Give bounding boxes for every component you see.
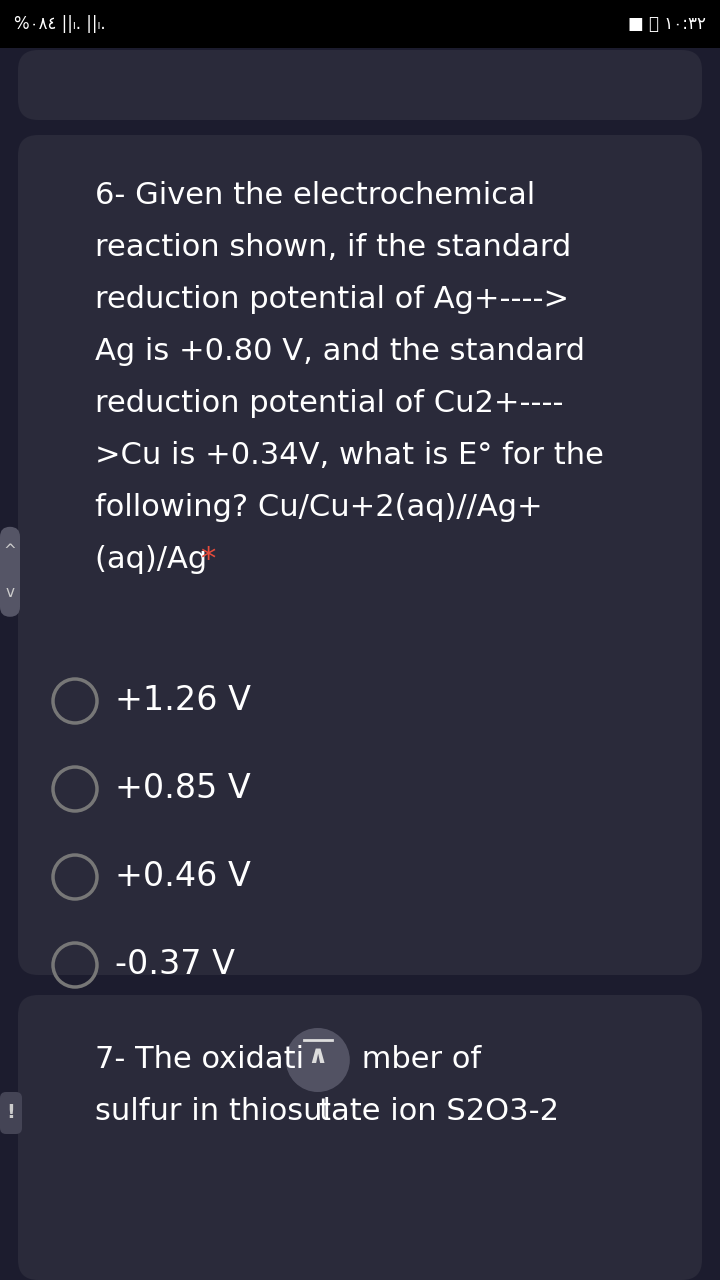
Text: ∧: ∧ <box>307 1044 328 1068</box>
Text: *: * <box>201 544 216 573</box>
FancyBboxPatch shape <box>0 527 20 617</box>
Text: +0.46 V: +0.46 V <box>115 860 251 893</box>
Text: ^: ^ <box>4 543 17 558</box>
Text: mber of: mber of <box>352 1046 481 1074</box>
Text: tate ion S2O3-2: tate ion S2O3-2 <box>320 1097 559 1126</box>
FancyBboxPatch shape <box>18 50 702 120</box>
Text: +0.85 V: +0.85 V <box>115 773 251 805</box>
Text: reduction potential of Cu2+----: reduction potential of Cu2+---- <box>95 389 564 417</box>
Text: v: v <box>6 585 14 600</box>
Text: +1.26 V: +1.26 V <box>115 685 251 718</box>
Text: reduction potential of Ag+---->: reduction potential of Ag+----> <box>95 284 569 314</box>
Text: sulfur in thiosul: sulfur in thiosul <box>95 1097 331 1126</box>
FancyBboxPatch shape <box>18 134 702 975</box>
Text: !: ! <box>6 1102 15 1121</box>
Text: %٠٨٤ ||ₗ. ||ₗ.: %٠٨٤ ||ₗ. ||ₗ. <box>14 15 106 33</box>
Text: following? Cu/Cu+2(aq)//Ag+: following? Cu/Cu+2(aq)//Ag+ <box>95 493 543 521</box>
Text: 7- The oxidati: 7- The oxidati <box>95 1046 304 1074</box>
Text: (aq)/Ag: (aq)/Ag <box>95 544 217 573</box>
Text: >Cu is +0.34V, what is E° for the: >Cu is +0.34V, what is E° for the <box>95 440 604 470</box>
FancyBboxPatch shape <box>0 1092 22 1134</box>
Text: -0.37 V: -0.37 V <box>115 948 235 982</box>
FancyBboxPatch shape <box>0 0 720 47</box>
Text: reaction shown, if the standard: reaction shown, if the standard <box>95 233 571 261</box>
Circle shape <box>286 1028 350 1092</box>
Text: Ag is +0.80 V, and the standard: Ag is +0.80 V, and the standard <box>95 337 585 366</box>
FancyBboxPatch shape <box>18 995 702 1280</box>
Text: ■ 🖼 ١٠:٣٢: ■ 🖼 ١٠:٣٢ <box>628 15 706 33</box>
Text: 6- Given the electrochemical: 6- Given the electrochemical <box>95 180 535 210</box>
